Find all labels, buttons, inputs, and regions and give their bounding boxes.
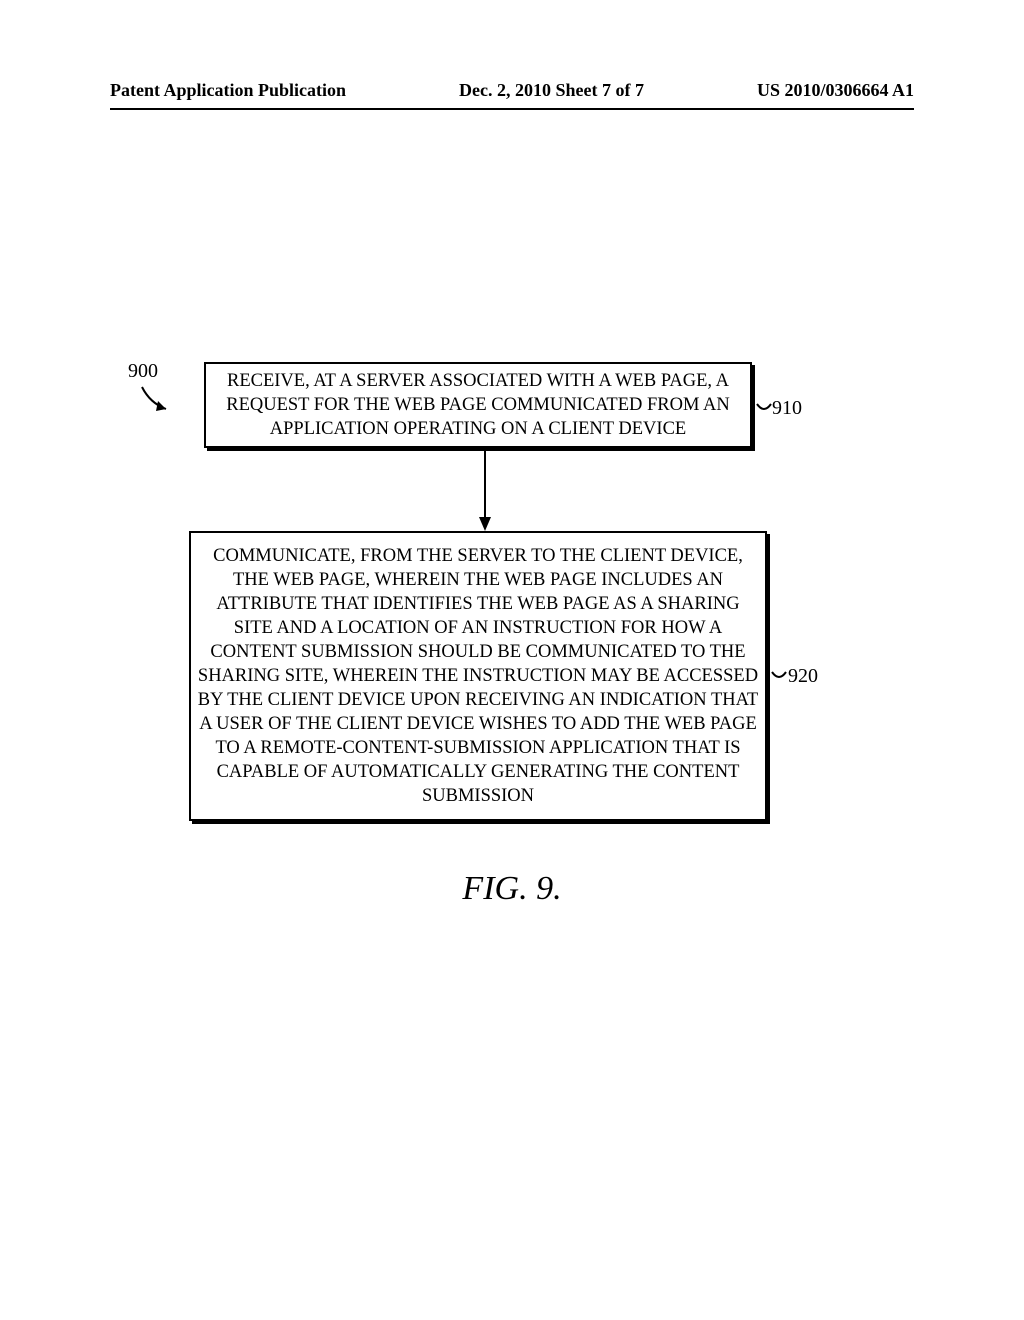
header-center: Dec. 2, 2010 Sheet 7 of 7 [459,80,644,101]
flow-step-910-text: RECEIVE, AT A SERVER ASSOCIATED WITH A W… [212,369,744,441]
figure-caption: FIG. 9. [0,870,1024,908]
page-header: Patent Application Publication Dec. 2, 2… [0,80,1024,101]
flow-arrow-down-icon [477,451,493,533]
flow-step-920: COMMUNICATE, FROM THE SERVER TO THE CLIE… [189,531,767,821]
ref-label-920: 920 [788,665,818,688]
header-left: Patent Application Publication [110,80,346,101]
ref-tick-920-icon [771,668,787,684]
header-rule [110,108,914,110]
ref-tick-910-icon [756,400,772,416]
flow-step-910: RECEIVE, AT A SERVER ASSOCIATED WITH A W… [204,362,752,448]
ref-label-900: 900 [128,360,158,383]
ref-label-910: 910 [772,397,802,420]
ref-arrow-900-icon [140,385,180,415]
flow-step-920-text: COMMUNICATE, FROM THE SERVER TO THE CLIE… [197,544,759,809]
header-right: US 2010/0306664 A1 [757,80,914,101]
